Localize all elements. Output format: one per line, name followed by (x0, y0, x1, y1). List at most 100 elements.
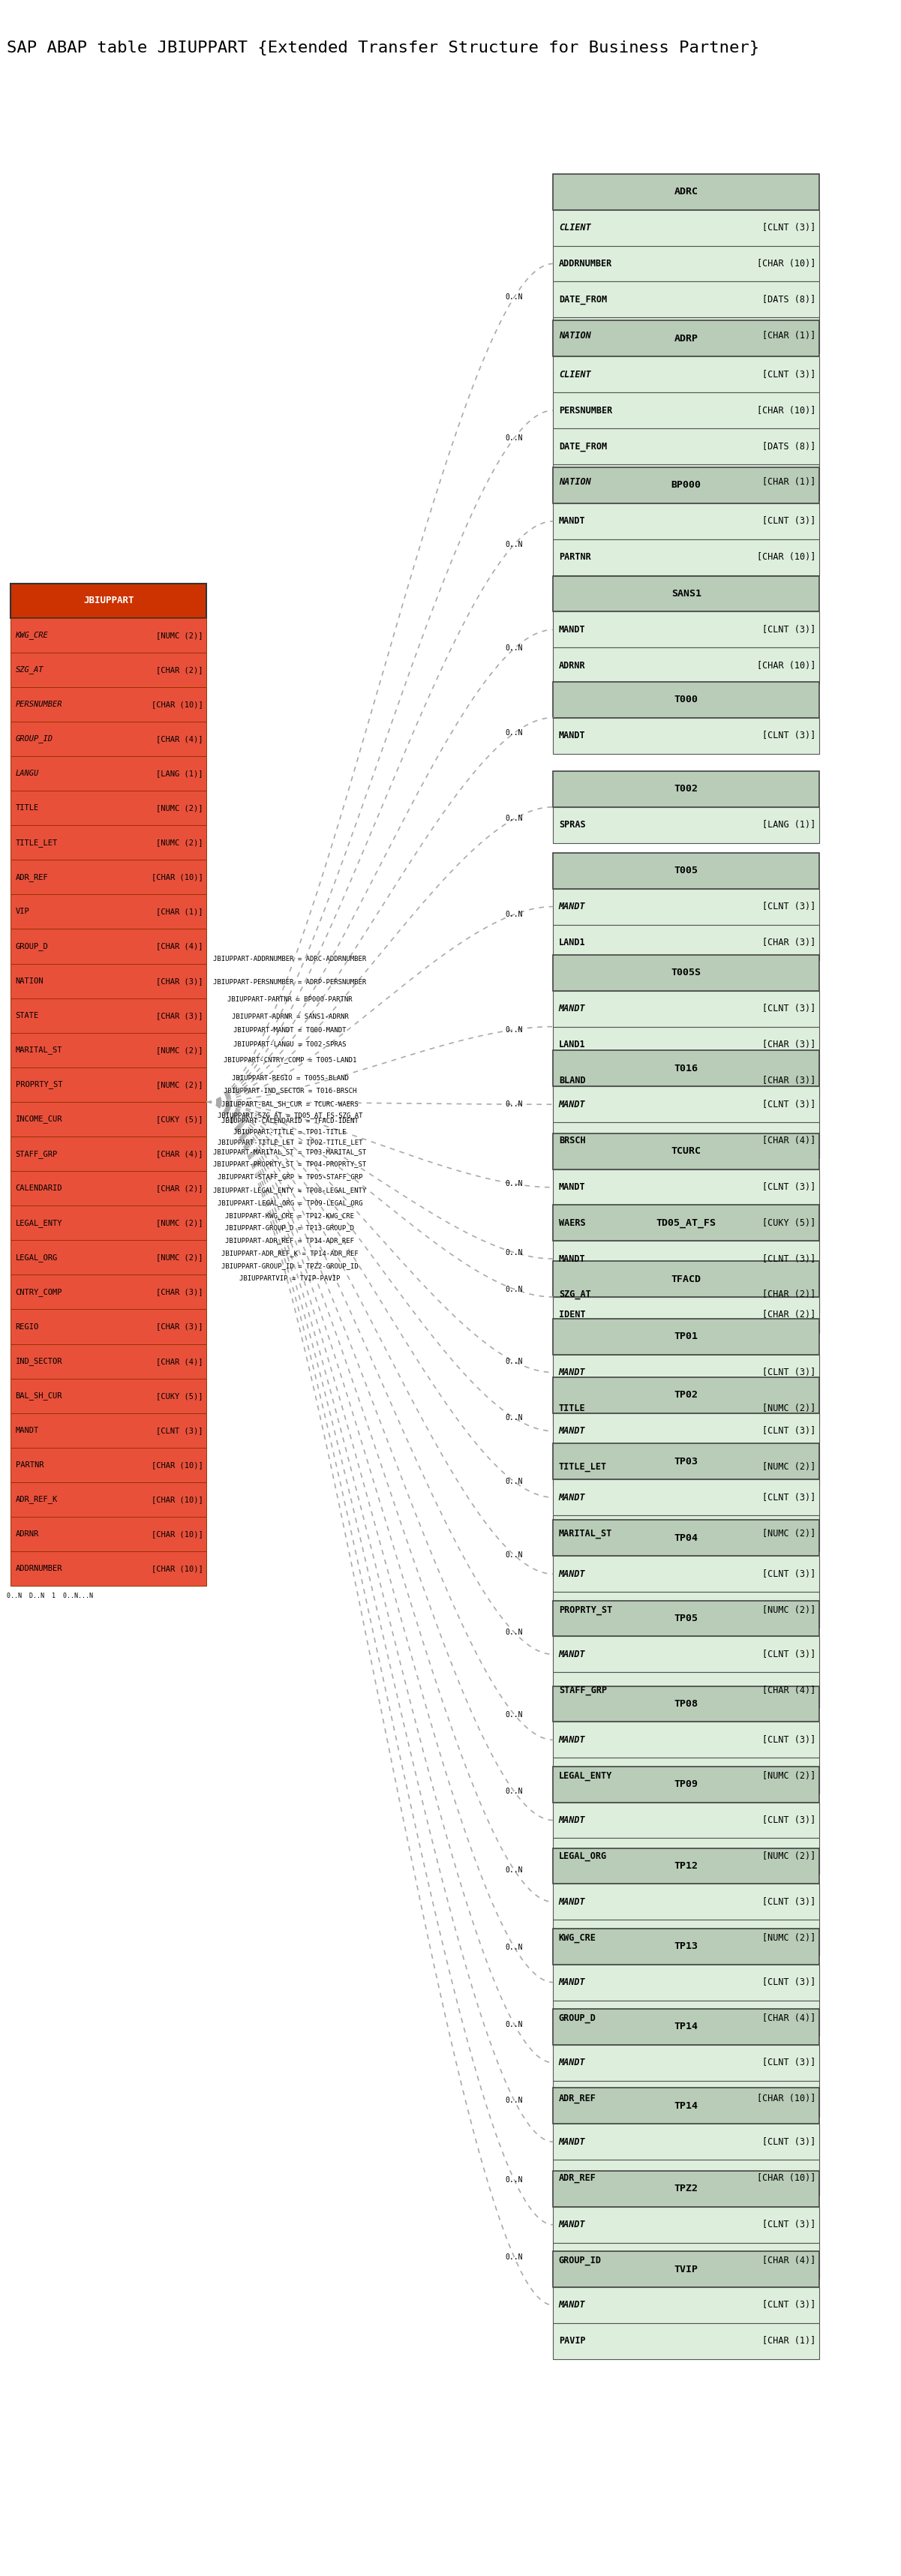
FancyBboxPatch shape (553, 2045, 819, 2081)
Text: 0..N: 0..N (505, 1285, 523, 1293)
FancyBboxPatch shape (553, 319, 819, 355)
Text: TP02: TP02 (674, 1391, 698, 1399)
Text: GROUP_ID: GROUP_ID (559, 2257, 602, 2264)
Text: WAERS: WAERS (559, 1218, 586, 1229)
Text: MANDT: MANDT (559, 1736, 586, 1744)
FancyBboxPatch shape (11, 618, 206, 652)
Text: SZG_AT: SZG_AT (559, 1291, 591, 1301)
Text: 0..N  D..N  1  0..N...N: 0..N D..N 1 0..N...N (7, 1592, 94, 1600)
Text: BRSCH: BRSCH (559, 1136, 586, 1146)
Text: TPZ2: TPZ2 (674, 2184, 698, 2195)
FancyBboxPatch shape (553, 992, 819, 1028)
Text: JBIUPPART-LEGAL_ENTY = TP08-LEGAL_ENTY: JBIUPPART-LEGAL_ENTY = TP08-LEGAL_ENTY (214, 1188, 367, 1193)
Text: [CHAR (4)]: [CHAR (4)] (762, 1685, 815, 1695)
FancyBboxPatch shape (553, 538, 819, 574)
Text: GROUP_ID: GROUP_ID (15, 734, 53, 742)
Text: [CHAR (4)]: [CHAR (4)] (762, 2014, 815, 2022)
FancyBboxPatch shape (553, 1414, 819, 1450)
Text: [CHAR (2)]: [CHAR (2)] (156, 1185, 203, 1193)
FancyBboxPatch shape (553, 1242, 819, 1278)
FancyBboxPatch shape (553, 1319, 819, 1355)
FancyBboxPatch shape (553, 2287, 819, 2324)
FancyBboxPatch shape (553, 209, 819, 245)
Text: [LANG (1)]: [LANG (1)] (762, 819, 815, 829)
FancyBboxPatch shape (553, 1929, 819, 1965)
FancyBboxPatch shape (11, 894, 206, 930)
Text: [NUMC (2)]: [NUMC (2)] (762, 1605, 815, 1615)
Text: ADRNR: ADRNR (559, 662, 586, 670)
Text: JBIUPPART-STAFF_GRP = TP05-STAFF_GRP: JBIUPPART-STAFF_GRP = TP05-STAFF_GRP (217, 1172, 362, 1180)
Text: 0..N: 0..N (505, 814, 523, 822)
Text: JBIUPPART-MANDT = T000-MANDT: JBIUPPART-MANDT = T000-MANDT (233, 1028, 346, 1033)
Text: MANDT: MANDT (559, 2058, 586, 2069)
FancyBboxPatch shape (553, 719, 819, 755)
Text: 0..N: 0..N (505, 1479, 523, 1486)
Text: MANDT: MANDT (559, 515, 586, 526)
Text: T000: T000 (674, 696, 698, 706)
FancyBboxPatch shape (553, 245, 819, 281)
Text: T005S: T005S (671, 969, 701, 979)
FancyBboxPatch shape (11, 963, 206, 999)
Text: NATION: NATION (559, 477, 591, 487)
FancyBboxPatch shape (553, 2208, 819, 2244)
Text: JBIUPPART-REGIO = T005S-BLAND: JBIUPPART-REGIO = T005S-BLAND (232, 1074, 349, 1082)
Text: [CHAR (10)]: [CHAR (10)] (757, 2094, 815, 2105)
Text: [NUMC (2)]: [NUMC (2)] (156, 804, 203, 811)
Text: LANGU: LANGU (15, 770, 39, 778)
Text: 0..N: 0..N (505, 2020, 523, 2027)
Text: [CUKY (5)]: [CUKY (5)] (156, 1115, 203, 1123)
Text: MANDT: MANDT (559, 1569, 586, 1579)
Text: MANDT: MANDT (559, 1978, 586, 1986)
Text: 0..N: 0..N (505, 1628, 523, 1636)
FancyBboxPatch shape (553, 1479, 819, 1515)
Text: JBIUPPART-LEGAL_ORG = TP09-LEGAL_ORG: JBIUPPART-LEGAL_ORG = TP09-LEGAL_ORG (217, 1200, 362, 1206)
FancyBboxPatch shape (11, 1172, 206, 1206)
FancyBboxPatch shape (553, 1721, 819, 1757)
Text: MANDT: MANDT (559, 1649, 586, 1659)
Text: JBIUPPART-PROPRTY_ST = TP04-PROPRTY_ST: JBIUPPART-PROPRTY_ST = TP04-PROPRTY_ST (214, 1162, 367, 1167)
Text: MARITAL_ST: MARITAL_ST (15, 1046, 62, 1054)
Text: [CHAR (10)]: [CHAR (10)] (757, 662, 815, 670)
FancyBboxPatch shape (11, 1448, 206, 1481)
FancyBboxPatch shape (553, 1847, 819, 1883)
FancyBboxPatch shape (553, 1685, 819, 1721)
Text: TP01: TP01 (674, 1332, 698, 1342)
FancyBboxPatch shape (11, 1103, 206, 1136)
Text: ADRC: ADRC (674, 188, 698, 196)
FancyBboxPatch shape (553, 853, 819, 889)
FancyBboxPatch shape (553, 956, 819, 992)
Text: [CLNT (3)]: [CLNT (3)] (762, 902, 815, 912)
Text: [CHAR (4)]: [CHAR (4)] (156, 943, 203, 951)
FancyBboxPatch shape (553, 1028, 819, 1061)
FancyBboxPatch shape (553, 1262, 819, 1296)
Text: DATE_FROM: DATE_FROM (559, 294, 607, 304)
Text: NATION: NATION (15, 976, 43, 984)
Text: MANDT: MANDT (559, 626, 586, 634)
Text: [CLNT (3)]: [CLNT (3)] (762, 2138, 815, 2146)
Text: JBIUPPART-PARTNR = BP000-PARTNR: JBIUPPART-PARTNR = BP000-PARTNR (227, 997, 352, 1002)
Text: 0..N: 0..N (505, 2177, 523, 2184)
FancyBboxPatch shape (11, 1206, 206, 1239)
Text: JBIUPPART-BAL_SH_CUR = TCURC-WAERS: JBIUPPART-BAL_SH_CUR = TCURC-WAERS (222, 1100, 359, 1108)
FancyBboxPatch shape (553, 2002, 819, 2035)
Text: T016: T016 (674, 1064, 698, 1074)
FancyBboxPatch shape (553, 1061, 819, 1097)
FancyBboxPatch shape (11, 791, 206, 824)
FancyBboxPatch shape (553, 2324, 819, 2360)
Text: [CHAR (1)]: [CHAR (1)] (762, 2336, 815, 2347)
Text: [CLNT (3)]: [CLNT (3)] (762, 1100, 815, 1110)
Text: [NUMC (2)]: [NUMC (2)] (156, 1255, 203, 1262)
FancyBboxPatch shape (553, 392, 819, 428)
Text: 0..N: 0..N (505, 1414, 523, 1422)
Text: CNTRY_COMP: CNTRY_COMP (15, 1288, 62, 1296)
Text: INCOME_CUR: INCOME_CUR (15, 1115, 62, 1123)
Text: [NUMC (2)]: [NUMC (2)] (762, 1852, 815, 1860)
Text: T002: T002 (674, 783, 698, 793)
Text: TITLE: TITLE (559, 1404, 586, 1414)
FancyBboxPatch shape (553, 1123, 819, 1159)
FancyBboxPatch shape (553, 1965, 819, 2002)
Text: JBIUPPART-MARITAL_ST = TP03-MARITAL_ST: JBIUPPART-MARITAL_ST = TP03-MARITAL_ST (214, 1149, 367, 1157)
Text: [CHAR (10)]: [CHAR (10)] (151, 1461, 203, 1468)
FancyBboxPatch shape (553, 1515, 819, 1551)
FancyBboxPatch shape (11, 1345, 206, 1378)
